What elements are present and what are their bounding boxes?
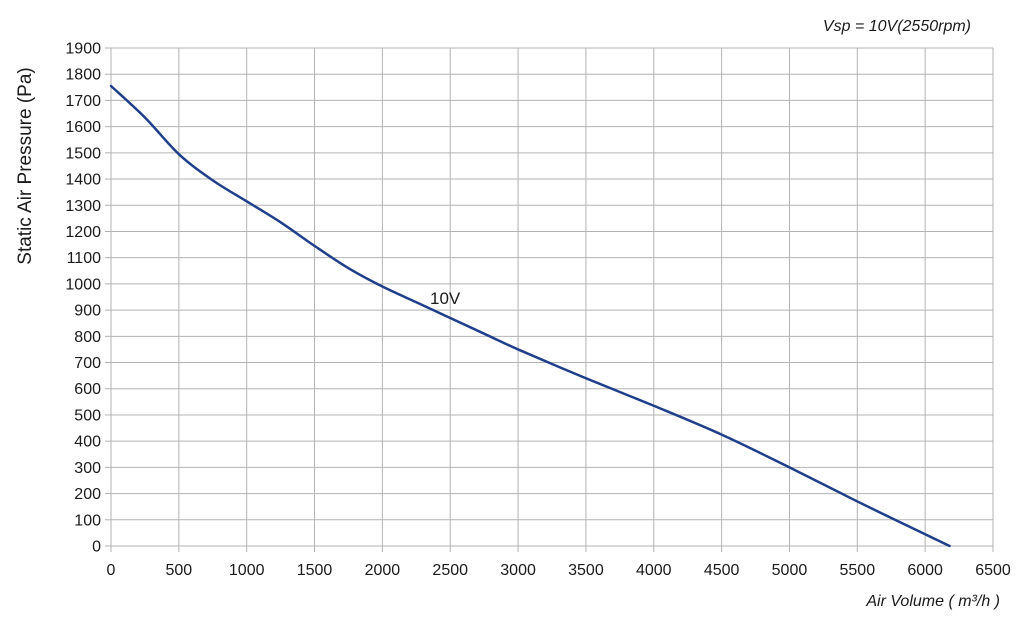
speed-annotation: Vsp = 10V(2550rpm) xyxy=(823,18,971,35)
y-tick-label: 500 xyxy=(74,407,101,424)
y-tick-label: 1400 xyxy=(65,172,101,189)
series-group xyxy=(109,84,951,548)
x-tick-label: 1500 xyxy=(297,562,333,579)
x-tick-label: 4500 xyxy=(704,562,740,579)
y-tick-label: 1000 xyxy=(65,276,101,293)
y-tick-label: 100 xyxy=(74,512,101,529)
x-tick-label: 2500 xyxy=(432,562,468,579)
x-tick-label: 3000 xyxy=(500,562,536,579)
y-tick-label: 1900 xyxy=(65,41,101,58)
y-tick-label: 900 xyxy=(74,303,101,320)
x-tick-labels: 0 500 1000 1500 2000 2500 3000 3500 4000 4500 5000… xyxy=(107,562,1011,579)
y-tick-label: 700 xyxy=(74,355,101,372)
series-label-10v: 10V xyxy=(430,289,461,308)
y-tick-label: 400 xyxy=(74,434,101,451)
x-axis-label: Air Volume ( m³/h ) xyxy=(865,593,1000,610)
y-tick-label: 1500 xyxy=(65,145,101,162)
x-tick-label: 0 xyxy=(107,562,116,579)
x-tick-label: 2000 xyxy=(365,562,401,579)
y-tick-label: 1200 xyxy=(65,224,101,241)
x-tick-label: 6000 xyxy=(907,562,943,579)
y-tick-labels: 0 100 200 300 400 500 600 700 800 900 1000 1100 1200… xyxy=(65,41,101,556)
y-tick-label: 200 xyxy=(74,486,101,503)
x-tick-label: 500 xyxy=(165,562,192,579)
x-tick-label: 5500 xyxy=(840,562,876,579)
y-tick-label: 300 xyxy=(74,460,101,477)
grid-lines xyxy=(105,47,994,552)
x-tick-label: 6500 xyxy=(975,562,1011,579)
y-tick-label: 0 xyxy=(92,539,101,556)
x-tick-label: 5000 xyxy=(772,562,808,579)
y-tick-label: 1800 xyxy=(65,67,101,84)
y-axis-label: Static Air Pressure (Pa) xyxy=(15,67,36,264)
y-tick-label: 1600 xyxy=(65,119,101,136)
x-tick-label: 4000 xyxy=(636,562,672,579)
y-tick-label: 600 xyxy=(74,381,101,398)
y-tick-label: 1100 xyxy=(67,250,102,267)
x-tick-label: 3500 xyxy=(568,562,604,579)
x-tick-label: 1000 xyxy=(229,562,265,579)
y-tick-label: 1300 xyxy=(65,198,101,215)
y-tick-label: 1700 xyxy=(65,93,101,110)
series-line-10v xyxy=(109,84,951,548)
y-tick-label: 800 xyxy=(74,329,101,346)
